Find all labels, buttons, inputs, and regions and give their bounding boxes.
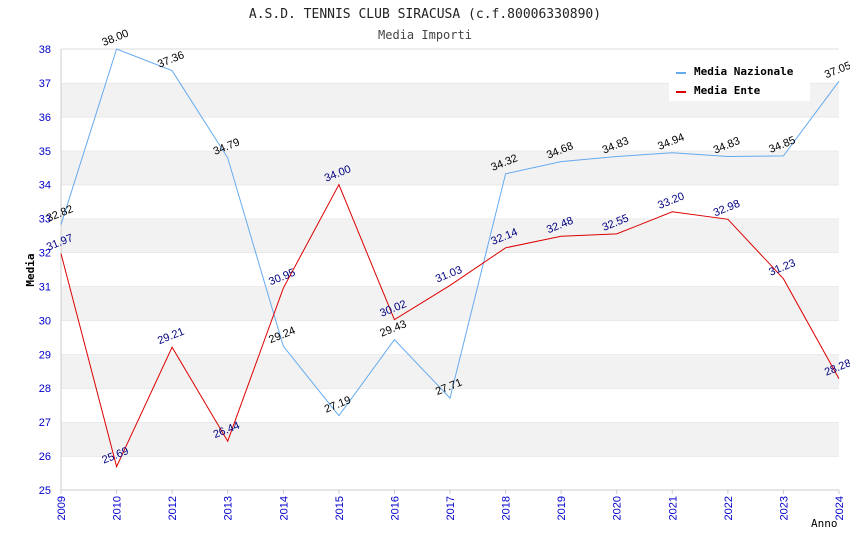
legend: Media Nazionale Media Ente	[669, 61, 810, 101]
y-tick-label: 38	[39, 44, 51, 56]
x-tick-label: 2014	[278, 496, 290, 520]
data-label: 38.00	[100, 27, 130, 48]
x-tick-label: 2015	[334, 496, 346, 520]
x-tick-label: 2022	[723, 496, 735, 520]
grid-band	[61, 116, 839, 151]
x-axis-title: Anno	[811, 517, 838, 530]
x-tick-label: 2023	[778, 496, 790, 520]
x-tick-label: 2020	[612, 496, 624, 520]
x-tick-label: 2016	[389, 496, 401, 520]
y-tick-label: 30	[39, 315, 51, 327]
x-tick-label: 2013	[223, 496, 235, 520]
grid-band	[61, 456, 839, 490]
y-tick-label: 25	[39, 485, 51, 497]
grid-band	[61, 286, 839, 321]
y-tick-label: 35	[39, 146, 51, 158]
y-tick-label: 27	[39, 417, 51, 429]
y-axis-title: Media	[24, 253, 37, 286]
y-tick-label: 34	[39, 180, 51, 192]
grid-band	[61, 354, 839, 389]
y-tick-label: 33	[39, 214, 51, 226]
chart-title: A.S.D. TENNIS CLUB SIRACUSA (c.f.8000633…	[249, 7, 601, 22]
legend-box	[669, 61, 810, 101]
x-tick-label: 2019	[556, 496, 568, 520]
y-tick-label: 26	[39, 451, 51, 463]
grid-band	[61, 388, 839, 423]
y-tick-label: 28	[39, 383, 51, 395]
legend-label-media-nazionale: Media Nazionale	[694, 65, 794, 78]
grid-band	[61, 320, 839, 355]
series-line-media-nazionale	[60, 48, 840, 417]
x-tick-label: 2021	[667, 496, 679, 520]
x-tick-label: 2012	[167, 496, 179, 520]
y-tick-label: 37	[39, 78, 51, 90]
series-line-media-ente	[60, 183, 840, 469]
grid-band	[61, 184, 839, 219]
grid-band	[61, 252, 839, 287]
series-lines	[60, 48, 840, 469]
legend-label-media-ente: Media Ente	[694, 84, 761, 97]
grid-band	[61, 150, 839, 185]
x-tick-label: 2024	[834, 496, 846, 520]
y-tick-label: 29	[39, 349, 51, 361]
y-axis-ticks: 25 26 27 28 29 30 31 32 33 34 35 36 37 38	[39, 44, 51, 497]
x-tick-label: 2010	[112, 496, 124, 520]
y-tick-label: 32	[39, 248, 51, 260]
x-axis-ticks: 2009 2010 2012 2013 2014 2015 2016 2017 2018 2019…	[56, 490, 846, 520]
grid-band	[61, 422, 839, 457]
y-tick-label: 31	[39, 281, 51, 293]
y-tick-label: 36	[39, 112, 51, 124]
grid-band	[61, 218, 839, 253]
x-tick-label: 2017	[445, 496, 457, 520]
chart-subtitle: Media Importi	[378, 28, 472, 42]
x-tick-label: 2018	[501, 496, 513, 520]
x-tick-label: 2009	[56, 496, 68, 520]
